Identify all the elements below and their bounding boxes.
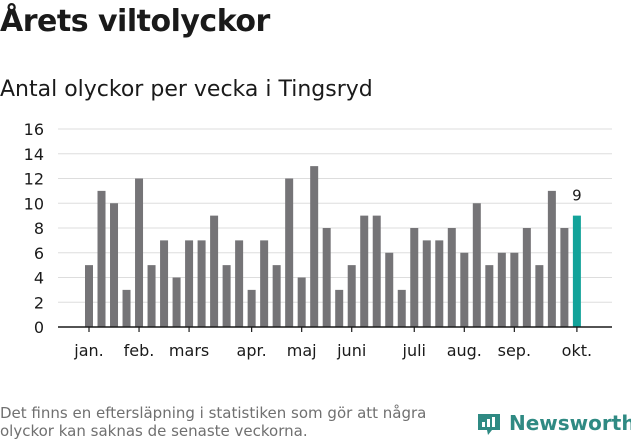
bar bbox=[535, 265, 544, 327]
bar bbox=[510, 252, 519, 327]
y-tick-label: 16 bbox=[24, 120, 44, 139]
y-tick-label: 4 bbox=[34, 269, 44, 288]
bar bbox=[385, 252, 394, 327]
bar bbox=[422, 240, 431, 327]
bar bbox=[522, 228, 531, 327]
bar bbox=[297, 277, 306, 327]
bar bbox=[147, 265, 156, 327]
bar bbox=[122, 289, 131, 327]
bar bbox=[97, 190, 106, 327]
x-tick-label: apr. bbox=[237, 341, 267, 360]
bar bbox=[310, 166, 319, 327]
y-tick-label: 2 bbox=[34, 293, 44, 312]
chart-title: Årets viltolyckor bbox=[0, 4, 270, 39]
brand-name: Newsworthy bbox=[509, 411, 631, 435]
data-labels: 9 bbox=[572, 187, 582, 205]
bar bbox=[447, 228, 456, 327]
bar bbox=[410, 228, 419, 327]
bar bbox=[560, 228, 569, 327]
bar bbox=[335, 289, 344, 327]
y-tick-label: 12 bbox=[24, 170, 44, 189]
brand-logo: Newsworthy bbox=[476, 408, 631, 438]
footnote: Det finns en eftersläpning i statistiken… bbox=[0, 404, 427, 440]
bar bbox=[347, 265, 356, 327]
y-tick-label: 0 bbox=[34, 318, 44, 337]
data-label: 9 bbox=[572, 187, 582, 205]
bar bbox=[135, 178, 144, 327]
bar-highlight bbox=[572, 215, 581, 327]
y-tick-label: 10 bbox=[24, 194, 44, 213]
y-tick-label: 8 bbox=[34, 219, 44, 238]
bar bbox=[185, 240, 194, 327]
bar bbox=[85, 265, 93, 327]
bar bbox=[110, 203, 119, 327]
chart-subtitle: Antal olyckor per vecka i Tingsryd bbox=[0, 77, 373, 102]
bar bbox=[160, 240, 169, 327]
x-tick-label: okt. bbox=[562, 341, 592, 360]
bar bbox=[472, 203, 481, 327]
bar bbox=[360, 215, 369, 327]
x-axis-ticks: jan. feb. mars apr. maj juni juli aug. sep. okt. bbox=[73, 327, 592, 360]
y-tick-label: 6 bbox=[34, 244, 44, 263]
bar bbox=[235, 240, 244, 327]
bar bbox=[197, 240, 206, 327]
bar bbox=[172, 277, 181, 327]
bar bbox=[210, 215, 219, 327]
bar bbox=[460, 252, 469, 327]
newsworthy-logo-icon bbox=[478, 414, 500, 435]
x-tick-label: jan. bbox=[73, 341, 103, 360]
x-tick-label: feb. bbox=[124, 341, 155, 360]
bar bbox=[272, 265, 281, 327]
bar bbox=[260, 240, 269, 327]
x-tick-label: juni bbox=[336, 341, 366, 360]
bar bbox=[372, 215, 381, 327]
bar bbox=[485, 265, 494, 327]
bar bbox=[322, 228, 331, 327]
x-tick-label: sep. bbox=[498, 341, 531, 360]
x-tick-label: aug. bbox=[447, 341, 482, 360]
bar bbox=[285, 178, 294, 327]
bar bbox=[247, 289, 256, 327]
bar bbox=[547, 190, 556, 327]
bar bbox=[497, 252, 506, 327]
bars bbox=[85, 166, 581, 327]
bar bbox=[222, 265, 231, 327]
bar-chart: 0 2 4 6 8 10 12 14 16 jan. feb. mars apr. maj juni jul… bbox=[24, 120, 612, 360]
y-tick-label: 14 bbox=[24, 145, 44, 164]
bar bbox=[397, 289, 406, 327]
bar bbox=[435, 240, 444, 327]
x-tick-label: mars bbox=[169, 341, 209, 360]
x-tick-label: maj bbox=[287, 341, 317, 360]
y-axis-ticks: 0 2 4 6 8 10 12 14 16 bbox=[24, 120, 44, 337]
x-tick-label: juli bbox=[402, 341, 426, 360]
